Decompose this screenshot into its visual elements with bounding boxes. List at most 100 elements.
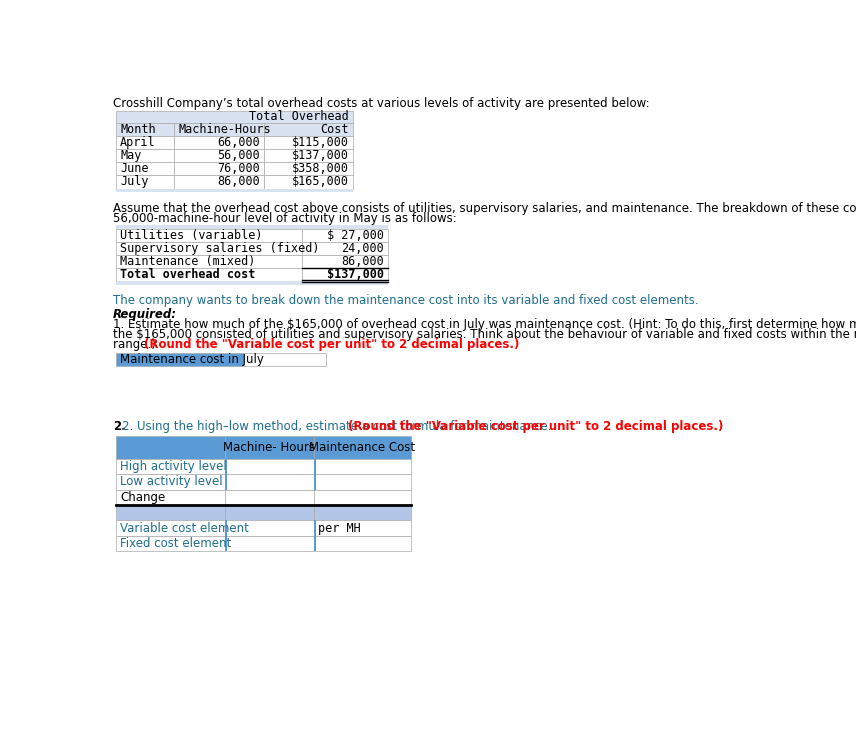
Text: Crosshill Company’s total overhead costs at various levels of activity are prese: Crosshill Company’s total overhead costs… [113, 97, 650, 110]
Bar [116, 352, 244, 367]
Bar [264, 163, 353, 175]
Text: Month: Month [120, 123, 156, 136]
Bar [225, 536, 227, 551]
Text: 86,000: 86,000 [217, 175, 259, 188]
Text: $165,000: $165,000 [292, 175, 348, 188]
Text: $115,000: $115,000 [292, 136, 348, 149]
Text: 1. Estimate how much of the $165,000 of overhead cost in July was maintenance co: 1. Estimate how much of the $165,000 of … [113, 318, 856, 331]
Bar [314, 474, 411, 490]
Bar [116, 268, 302, 281]
Bar [116, 123, 175, 136]
Bar [116, 255, 302, 268]
Text: 2. Using the high–low method, estimate a cost formula for maintenance.: 2. Using the high–low method, estimate a… [122, 420, 555, 433]
Bar [314, 536, 411, 551]
Text: June: June [120, 163, 149, 175]
Text: Machine- Hours: Machine- Hours [223, 441, 315, 454]
Text: Total overhead cost: Total overhead cost [120, 268, 256, 281]
Bar [116, 281, 388, 285]
Text: Machine-Hours: Machine-Hours [178, 123, 271, 136]
Text: Required:: Required: [113, 308, 177, 321]
Text: Total Overhead: Total Overhead [249, 110, 348, 123]
Bar [302, 268, 388, 281]
Bar [314, 459, 316, 474]
Bar [225, 474, 314, 490]
Bar [302, 255, 388, 268]
Bar [116, 110, 353, 123]
Text: May: May [120, 149, 141, 163]
Bar [116, 175, 175, 188]
Bar [264, 123, 353, 136]
Bar [225, 459, 227, 474]
Bar [225, 435, 314, 459]
Text: 76,000: 76,000 [217, 163, 259, 175]
Text: range.): range.) [113, 338, 160, 351]
Text: $ 27,000: $ 27,000 [327, 228, 383, 242]
Bar [314, 505, 411, 520]
Bar [116, 474, 225, 490]
Text: (Round the "Variable cost per unit" to 2 decimal places.): (Round the "Variable cost per unit" to 2… [144, 338, 520, 351]
Text: Maintenance cost in July: Maintenance cost in July [120, 353, 264, 366]
Bar [314, 520, 316, 536]
Text: Change: Change [120, 491, 165, 503]
Text: Utilities (variable): Utilities (variable) [120, 228, 263, 242]
Bar [116, 188, 353, 192]
Bar [116, 163, 175, 175]
Text: Low activity level: Low activity level [120, 476, 223, 488]
Bar [116, 520, 225, 536]
Text: 2.: 2. [113, 420, 126, 433]
Bar [314, 490, 411, 505]
Bar [175, 175, 264, 188]
Bar [302, 242, 388, 255]
Bar [302, 228, 388, 242]
Bar [175, 163, 264, 175]
Text: the $165,000 consisted of utilities and supervisory salaries. Think about the be: the $165,000 consisted of utilities and … [113, 328, 856, 341]
Text: Assume that the overhead cost above consists of utilities, supervisory salaries,: Assume that the overhead cost above cons… [113, 202, 856, 215]
Text: 86,000: 86,000 [341, 255, 383, 268]
Text: Maintenance Cost: Maintenance Cost [309, 441, 415, 454]
Text: 56,000: 56,000 [217, 149, 259, 163]
Text: 56,000-machine-hour level of activity in May is as follows:: 56,000-machine-hour level of activity in… [113, 212, 457, 225]
Bar [225, 505, 314, 520]
Bar [116, 435, 225, 459]
Text: High activity level: High activity level [120, 460, 227, 473]
Bar [244, 352, 325, 367]
Bar [116, 242, 302, 255]
Bar [314, 520, 411, 536]
Bar [264, 136, 353, 149]
Bar [116, 225, 388, 228]
Bar [314, 459, 411, 474]
Bar [225, 474, 227, 490]
Text: $358,000: $358,000 [292, 163, 348, 175]
Text: $137,000: $137,000 [327, 268, 383, 281]
Bar [264, 175, 353, 188]
Bar [225, 536, 314, 551]
Text: 24,000: 24,000 [341, 242, 383, 255]
Bar [225, 459, 314, 474]
Bar [314, 474, 316, 490]
Bar [314, 435, 411, 459]
Bar [175, 136, 264, 149]
Bar [116, 490, 225, 505]
Bar [116, 536, 225, 551]
Text: The company wants to break down the maintenance cost into its variable and fixed: The company wants to break down the main… [113, 294, 698, 307]
Bar [116, 505, 225, 520]
Text: Supervisory salaries (fixed): Supervisory salaries (fixed) [120, 242, 319, 255]
Bar [116, 136, 175, 149]
Bar [314, 536, 316, 551]
Text: (Round the "Variable cost per unit" to 2 decimal places.): (Round the "Variable cost per unit" to 2… [348, 420, 723, 433]
Bar [116, 149, 175, 163]
Bar [225, 520, 227, 536]
Bar [175, 149, 264, 163]
Text: July: July [120, 175, 149, 188]
Bar [264, 149, 353, 163]
Bar [175, 123, 264, 136]
Bar [225, 490, 314, 505]
Text: Cost: Cost [320, 123, 348, 136]
Text: April: April [120, 136, 156, 149]
Text: Variable cost element: Variable cost element [120, 522, 249, 534]
Text: Fixed cost element: Fixed cost element [120, 537, 231, 550]
Bar [225, 520, 314, 536]
Text: Maintenance (mixed): Maintenance (mixed) [120, 255, 256, 268]
Text: $137,000: $137,000 [292, 149, 348, 163]
Text: per MH: per MH [318, 522, 360, 534]
